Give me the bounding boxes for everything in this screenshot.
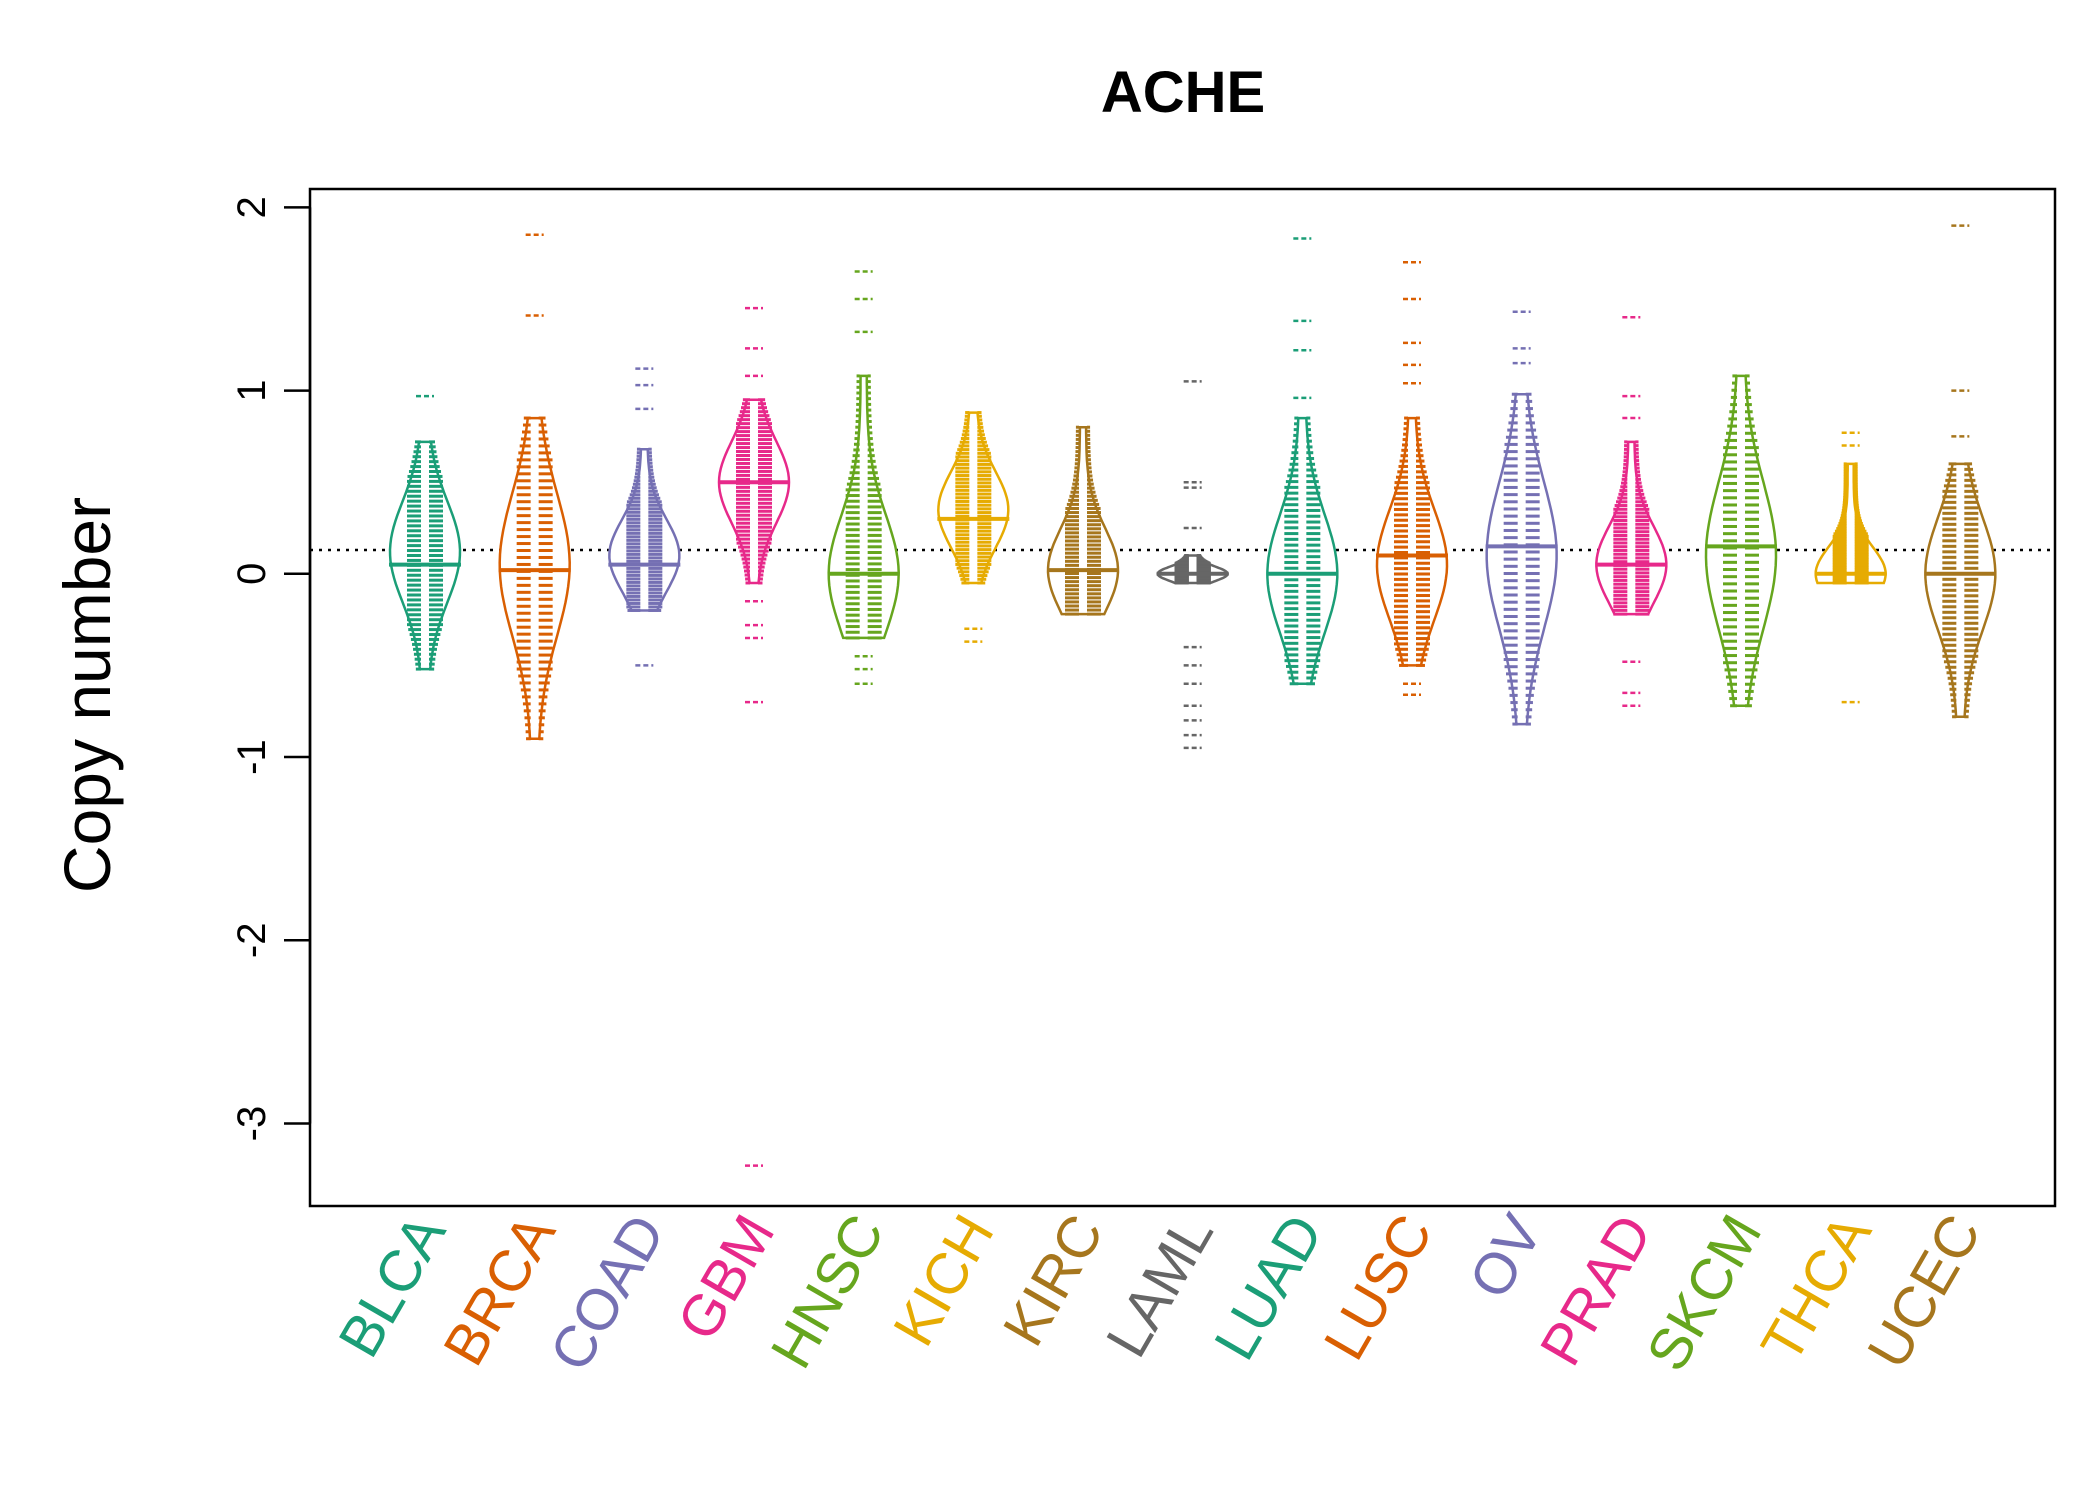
bean-hnsc: [827, 270, 900, 686]
x-tick-label-kich: KICH: [881, 1204, 1007, 1357]
bean-shape: [1485, 392, 1558, 726]
chart-title: ACHE: [1101, 60, 1265, 125]
bean-shape: [1924, 462, 1997, 718]
bean-coad: [608, 367, 681, 667]
bean-thca: [1814, 431, 1887, 704]
bean-skcm: [1704, 374, 1778, 708]
bean-shape: [1046, 425, 1120, 616]
bean-gbm: [717, 306, 791, 1167]
bean-shape: [1375, 416, 1449, 667]
bean-shape: [1156, 554, 1229, 585]
bean-prad: [1595, 316, 1668, 707]
plot-area-frame: [308, 187, 2057, 1208]
y-tick-label: -3: [230, 1106, 274, 1142]
bean-shape: [1595, 440, 1668, 616]
y-tick-label: 0: [230, 563, 274, 585]
x-tick-label-hnsc: HNSC: [758, 1204, 896, 1379]
x-tick-label-coad: COAD: [538, 1204, 678, 1382]
bean-shape: [388, 440, 462, 671]
y-tick-label: 1: [230, 379, 274, 401]
x-tick-label-ucec: UCEC: [1855, 1204, 1993, 1379]
y-axis-label: Copy number: [50, 497, 124, 893]
bean-shape: [717, 398, 791, 585]
y-tick-label: 2: [230, 196, 274, 218]
bean-lusc: [1375, 261, 1449, 697]
bean-laml: [1156, 380, 1229, 750]
bean-shape: [608, 447, 681, 612]
bean-ov: [1485, 310, 1558, 726]
bean-shape: [827, 374, 900, 640]
bean-luad: [1266, 237, 1339, 686]
bean-ucec: [1924, 224, 1997, 719]
bean-shape: [1266, 416, 1339, 686]
bean-kirc: [1046, 425, 1120, 616]
bean-kich: [937, 411, 1010, 643]
x-tick-label-lusc: LUSC: [1312, 1204, 1446, 1370]
bean-series-group: [388, 224, 1997, 1167]
y-tick-label: -1: [230, 739, 274, 775]
x-tick-label-ov: OV: [1457, 1204, 1555, 1309]
y-axis: 2 1 0 -1 -2 -3: [230, 196, 312, 1142]
bean-blca: [388, 394, 462, 671]
bean-shape: [1704, 374, 1778, 707]
y-tick-label: -2: [230, 923, 274, 959]
bean-shape: [498, 416, 571, 740]
bean-shape: [1814, 462, 1887, 585]
x-tick-label-laml: LAML: [1094, 1204, 1226, 1368]
x-tick-label-luad: LUAD: [1202, 1204, 1336, 1370]
bean-shape: [937, 411, 1010, 585]
bean-brca: [498, 233, 571, 741]
x-tick-label-skcm: SKCM: [1634, 1204, 1774, 1382]
